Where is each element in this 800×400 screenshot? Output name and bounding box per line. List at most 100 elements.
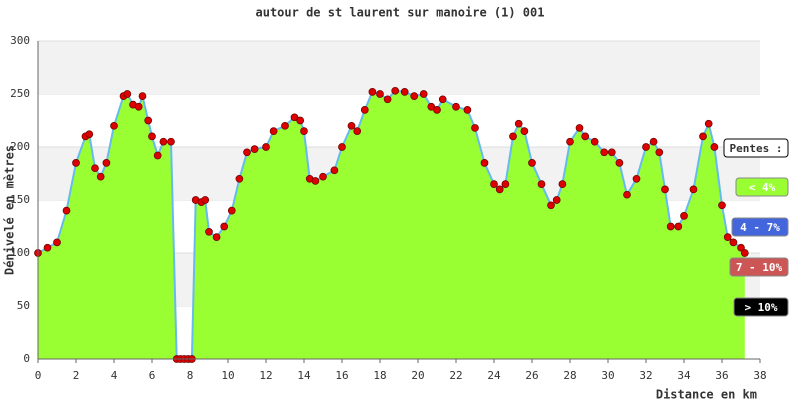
point <box>615 159 624 167</box>
legend-swatch <box>731 217 789 237</box>
point <box>148 132 156 141</box>
point <box>391 86 400 95</box>
x-tick-label: 10 <box>221 369 234 382</box>
point <box>102 159 111 167</box>
point <box>368 88 377 96</box>
legend-swatch <box>735 177 789 197</box>
point <box>623 190 631 199</box>
y-tick-label: 250 <box>10 87 30 100</box>
point <box>220 222 229 231</box>
point <box>710 143 719 151</box>
x-tick-label: 26 <box>525 369 538 382</box>
point <box>376 90 384 98</box>
point <box>427 102 436 111</box>
point <box>144 116 153 125</box>
point <box>319 172 327 181</box>
x-tick-label: 38 <box>753 369 766 382</box>
point <box>740 249 749 257</box>
point <box>347 121 356 130</box>
x-tick-label: 2 <box>73 369 80 382</box>
x-tick-label: 30 <box>601 369 614 382</box>
point <box>566 137 574 146</box>
point <box>330 166 339 175</box>
y-tick-label: 100 <box>10 246 30 259</box>
point <box>509 132 517 141</box>
point <box>718 201 726 210</box>
x-tick-label: 28 <box>563 369 576 382</box>
line <box>37 89 746 360</box>
point <box>480 159 489 167</box>
legend-label: > 10% <box>744 301 777 314</box>
point <box>581 132 590 141</box>
point <box>410 92 419 100</box>
point <box>547 201 555 210</box>
point <box>558 180 567 188</box>
point <box>153 151 162 160</box>
x-tick-label: 32 <box>639 369 652 382</box>
point <box>433 106 441 114</box>
point <box>353 127 362 135</box>
point <box>290 113 299 122</box>
point <box>674 222 683 231</box>
point <box>520 127 529 135</box>
point <box>383 95 392 104</box>
point <box>528 159 536 167</box>
point <box>514 119 523 128</box>
y-tick-label: 50 <box>17 299 30 312</box>
point <box>134 102 143 111</box>
point <box>262 143 270 151</box>
point <box>201 196 210 204</box>
x-tick-label: 0 <box>35 369 42 382</box>
point <box>723 233 732 241</box>
point <box>96 172 105 181</box>
point <box>296 116 305 125</box>
point <box>689 185 698 194</box>
legend-swatch <box>729 257 789 277</box>
x-tick-label: 36 <box>715 369 728 382</box>
legend-label: < 4% <box>749 181 776 194</box>
point <box>737 243 745 252</box>
x-axis-label: Distance en km <box>656 388 757 400</box>
point <box>227 206 236 215</box>
point <box>463 106 472 114</box>
x-tick-label: 8 <box>187 369 194 382</box>
point <box>649 137 658 146</box>
y-tick-label: 0 <box>23 352 30 365</box>
point <box>552 196 561 204</box>
point <box>699 132 707 141</box>
point <box>338 143 346 151</box>
x-tick-label: 24 <box>487 369 501 382</box>
point <box>205 227 213 236</box>
legend-title-box <box>723 138 789 158</box>
y-axis-label: Dénivelé en mètres <box>3 145 17 275</box>
y-tick-label: 200 <box>10 140 30 153</box>
y-tick-label: 300 <box>10 34 30 47</box>
point <box>138 92 147 100</box>
point <box>91 164 99 173</box>
x-tick-label: 4 <box>111 369 118 382</box>
point <box>575 124 584 132</box>
point <box>123 90 132 98</box>
x-tick-label: 34 <box>677 369 691 382</box>
point <box>419 90 428 98</box>
point <box>43 243 52 252</box>
point <box>53 238 61 247</box>
point <box>501 180 510 188</box>
legend-swatch <box>733 297 789 317</box>
point <box>360 106 369 114</box>
y-tick-label: 150 <box>10 193 30 206</box>
point <box>642 143 650 151</box>
point <box>452 102 460 111</box>
point <box>235 174 244 183</box>
point <box>269 127 278 135</box>
point <box>281 121 289 130</box>
point <box>250 145 259 153</box>
legend-label: 7 - 10% <box>736 261 783 274</box>
point <box>495 185 504 194</box>
point <box>661 185 669 194</box>
point <box>704 119 713 128</box>
grid-band <box>38 41 760 94</box>
point <box>300 127 308 135</box>
point <box>666 222 675 231</box>
point <box>537 180 546 188</box>
